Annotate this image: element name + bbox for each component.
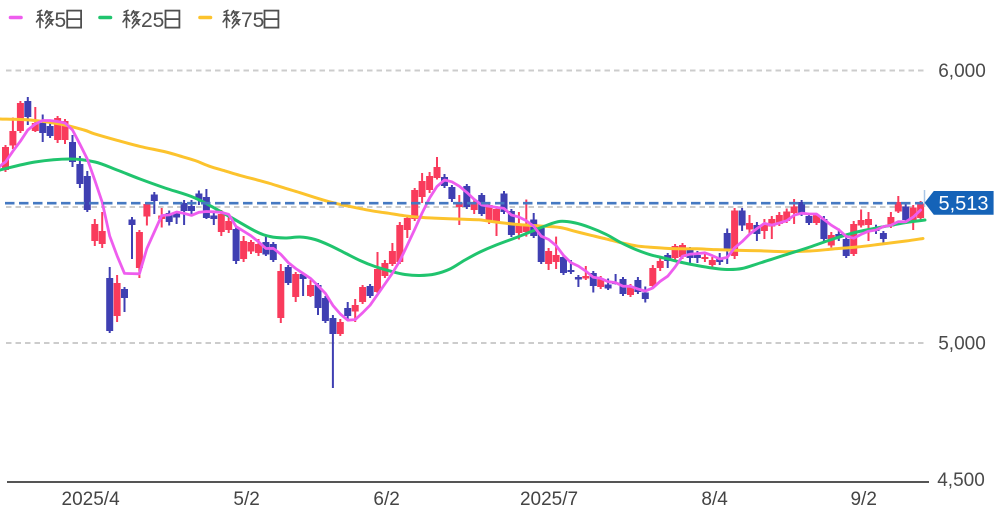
svg-text:75: 75: [241, 9, 264, 32]
svg-text:2025/4: 2025/4: [62, 489, 121, 510]
svg-text:5/2: 5/2: [233, 489, 259, 510]
svg-text:4,500: 4,500: [937, 470, 985, 491]
svg-text:6,000: 6,000: [938, 61, 986, 82]
svg-text:6/2: 6/2: [373, 489, 399, 510]
svg-text:8/4: 8/4: [701, 489, 728, 510]
svg-text:2025/7: 2025/7: [520, 489, 578, 510]
svg-text:5,513: 5,513: [938, 193, 988, 215]
svg-text:9/2: 9/2: [850, 489, 876, 510]
svg-text:5: 5: [55, 9, 67, 32]
svg-text:25: 25: [141, 9, 164, 32]
svg-text:5,000: 5,000: [938, 334, 986, 355]
